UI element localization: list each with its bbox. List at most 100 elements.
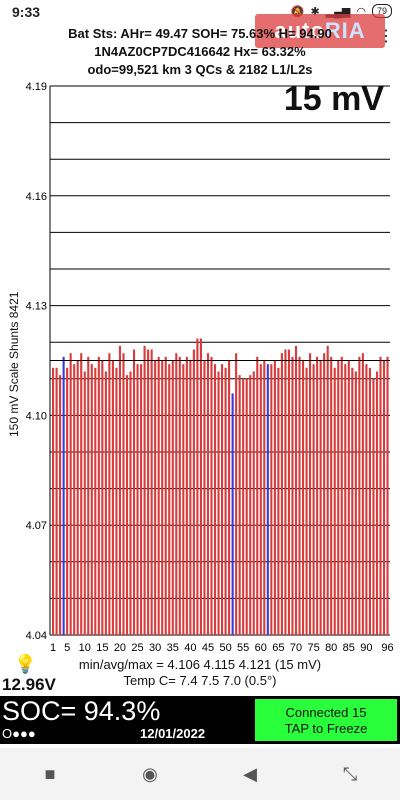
- y-tick-label: 4.13: [26, 301, 47, 313]
- cell-bar: [277, 367, 280, 635]
- voltage-readout: 12.96V: [2, 675, 56, 694]
- cell-bar: [175, 353, 178, 635]
- status-bar: 9:33 🔕 ✱ ▂▄▆ ◠ 79: [0, 0, 400, 24]
- cell-bar: [140, 364, 143, 635]
- cell-bar: [171, 360, 174, 635]
- scale-label: 150 mV Scale Shunts 8421: [7, 291, 21, 437]
- cell-bar: [196, 338, 199, 635]
- x-tick-label: 25: [131, 642, 143, 654]
- cell-bar: [365, 364, 368, 635]
- cell-bar: [235, 353, 238, 635]
- cell-bar: [242, 378, 245, 635]
- cell-bar: [259, 364, 262, 635]
- cell-bar: [337, 360, 340, 635]
- shunt-cell-bar: [266, 364, 269, 635]
- cell-bar: [206, 353, 210, 635]
- soc-value: SOC= 94.3%: [2, 696, 161, 726]
- cell-bar: [298, 356, 301, 635]
- soc-dots: O●●●: [2, 726, 36, 741]
- x-tick-label: 10: [79, 642, 91, 654]
- cell-bar: [87, 356, 90, 635]
- connect-status: Connected 15: [285, 705, 367, 720]
- chart-bars: [50, 338, 390, 635]
- cell-bar: [55, 367, 58, 635]
- cell-bar: [108, 353, 111, 635]
- cell-bar: [52, 367, 55, 635]
- y-tick-label: 4.10: [26, 410, 47, 422]
- cell-bar: [150, 349, 153, 635]
- cell-bar: [161, 360, 164, 635]
- cell-bar: [372, 378, 375, 635]
- cell-bar: [358, 356, 361, 635]
- cell-bar: [132, 349, 136, 635]
- cell-bar: [280, 353, 283, 635]
- cell-bar: [154, 360, 157, 635]
- cell-bar: [351, 367, 354, 635]
- cell-bar: [136, 364, 139, 635]
- home-icon[interactable]: ◉: [142, 763, 158, 784]
- cell-bar: [249, 375, 252, 635]
- cell-bar: [344, 364, 347, 635]
- x-tick-label: 1: [50, 642, 56, 654]
- y-tick-label: 4.04: [26, 630, 47, 642]
- cell-bar: [185, 356, 188, 635]
- cell-bar: [94, 367, 97, 635]
- x-tick-label: 80: [325, 642, 337, 654]
- x-tick-label: 35: [167, 642, 179, 654]
- cell-bar: [101, 360, 104, 635]
- cell-bar: [157, 356, 160, 635]
- cell-bar: [73, 364, 76, 635]
- x-tick-label: 75: [307, 642, 319, 654]
- cell-bar: [129, 371, 132, 635]
- y-axis-labels: 4.19 4.16 4.13 4.10 4.07 4.04: [26, 81, 47, 642]
- cell-bar: [210, 356, 213, 635]
- cell-bar: [316, 356, 319, 635]
- cell-bar: [66, 367, 69, 635]
- freeze-label: TAP to Freeze: [284, 721, 368, 736]
- cell-bar: [118, 345, 122, 635]
- cell-bar: [340, 356, 343, 635]
- cell-bar: [122, 353, 125, 635]
- screen-rotate-icon[interactable]: ⤡: [342, 763, 358, 784]
- cell-bar: [256, 356, 259, 635]
- cell-bar: [111, 360, 114, 635]
- connect-freeze-button[interactable]: Connected 15 TAP to Freeze: [252, 696, 400, 744]
- x-axis-labels: 1 5 10 15 20 25 30 35 40 45 50 55 60 65 70 75 80 85 90 96: [50, 642, 394, 654]
- recents-icon[interactable]: ■: [44, 763, 56, 784]
- vin-line: 1N4AZ0CP7DC416642 Hx= 63.32%: [94, 44, 306, 59]
- cell-bar: [347, 360, 350, 635]
- y-tick-label: 4.16: [26, 191, 47, 203]
- x-tick-label: 20: [114, 642, 126, 654]
- status-time: 9:33: [12, 4, 41, 20]
- scale-value-label: 15 mV: [283, 80, 384, 118]
- x-tick-label: 55: [237, 642, 249, 654]
- cell-bar: [59, 375, 62, 635]
- overflow-menu-icon[interactable]: ⋮: [378, 28, 394, 45]
- back-icon[interactable]: ◀: [243, 763, 257, 784]
- x-tick-label: 85: [343, 642, 355, 654]
- cell-bar: [323, 353, 326, 635]
- cell-voltage-chart[interactable]: 4.19 4.16 4.13 4.10 4.07 4.04 1 5 10 15 20 25 30 35 4…: [0, 78, 400, 658]
- lightbulb-icon[interactable]: 💡: [14, 654, 37, 674]
- cell-bar: [287, 349, 291, 635]
- system-nav-bar: ■ ◉ ◀ ⤡: [0, 748, 400, 800]
- x-tick-label: 96: [381, 642, 393, 654]
- cell-bar: [245, 378, 248, 635]
- cell-bar: [263, 360, 266, 635]
- x-tick-label: 40: [184, 642, 196, 654]
- cell-bar: [361, 353, 364, 635]
- cell-bar: [168, 364, 171, 635]
- cell-bar: [228, 360, 231, 635]
- cell-bar: [213, 364, 217, 635]
- cell-bar: [164, 356, 167, 635]
- cell-bar: [238, 375, 241, 635]
- cell-bar: [224, 367, 227, 635]
- x-tick-label: 30: [149, 642, 161, 654]
- cell-bar: [386, 356, 389, 635]
- cell-bar: [83, 371, 86, 635]
- cell-bar: [203, 360, 206, 635]
- cell-bar: [217, 371, 220, 635]
- x-tick-label: 45: [202, 642, 214, 654]
- cell-bar: [97, 356, 100, 635]
- shunt-cell-bar: [231, 393, 234, 635]
